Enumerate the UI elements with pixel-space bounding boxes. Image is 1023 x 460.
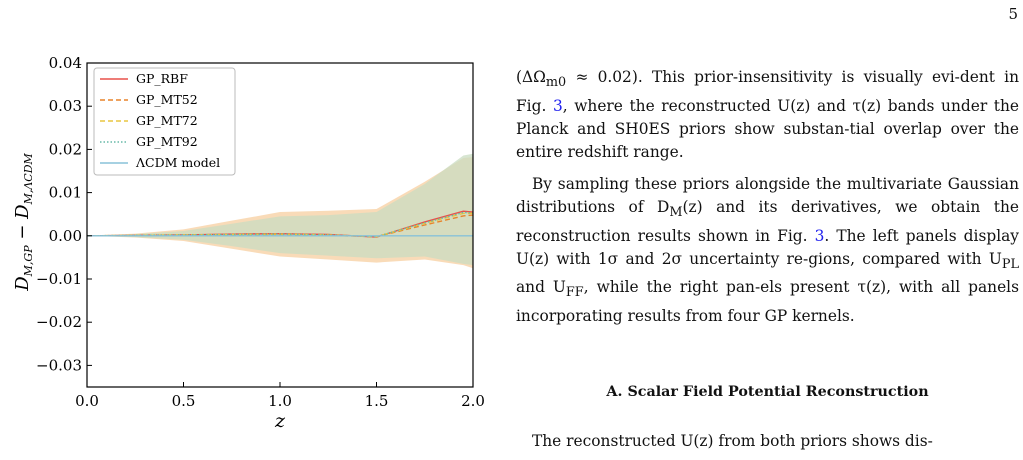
y-tick-label: 0.01 — [49, 184, 82, 202]
legend-label: GP_MT52 — [136, 92, 198, 107]
y-tick-label: 0.03 — [49, 97, 82, 115]
y-tick-label: −0.01 — [36, 270, 82, 288]
legend-label: GP_MT92 — [136, 134, 198, 149]
x-tick-label: 0.5 — [172, 392, 196, 410]
legend: GP_RBF GP_MT52 GP_MT72 GP_MT92 ΛCDM model — [93, 67, 236, 176]
body-text: (ΔΩm0 ≈ 0.02). This prior-insensitivity … — [516, 66, 1019, 328]
x-tick-label: 0.0 — [75, 392, 99, 410]
series-lines — [86, 210, 474, 238]
legend-box — [93, 67, 236, 176]
figure-ref-link[interactable]: 3 — [814, 226, 825, 245]
y-tick-label: −0.02 — [36, 313, 82, 331]
x-tick-label: 1.0 — [268, 392, 292, 410]
legend-label: ΛCDM model — [135, 155, 220, 170]
legend-label: GP_RBF — [136, 71, 188, 86]
y-axis-label: DM,GP − DM,ΛCDM — [12, 152, 35, 291]
x-tick-label: 2.0 — [461, 392, 485, 410]
y-tick-label: 0.00 — [49, 227, 82, 245]
x-tick-label: 1.5 — [365, 392, 389, 410]
page-number: 5 — [1008, 5, 1018, 23]
x-axis-label: z — [274, 410, 286, 432]
figure-ref-link[interactable]: 3 — [552, 96, 563, 115]
figure-plot: 0.0 0.5 1.0 1.5 2.0 0.04 0.03 0.02 0.01 0.00 −0.0… — [12, 54, 485, 432]
y-axis-ticks: 0.04 0.03 0.02 0.01 0.00 −0.01 −0.02 −0.03 — [36, 54, 92, 374]
y-tick-label: 0.04 — [49, 54, 82, 72]
paragraph-3: The reconstructed U(z) from both priors … — [532, 432, 933, 450]
legend-label: GP_MT72 — [136, 113, 198, 128]
paragraph-1: (ΔΩm0 ≈ 0.02). This prior-insensitivity … — [516, 68, 1019, 161]
series-line-4 — [86, 211, 474, 238]
y-tick-label: 0.02 — [49, 140, 82, 158]
y-tick-label: −0.03 — [36, 356, 82, 374]
paragraph-2: By sampling these priors alongside the m… — [516, 174, 1020, 326]
x-axis-ticks: 0.0 0.5 1.0 1.5 2.0 — [75, 382, 485, 410]
section-heading: A. Scalar Field Potential Reconstruction — [606, 384, 929, 400]
